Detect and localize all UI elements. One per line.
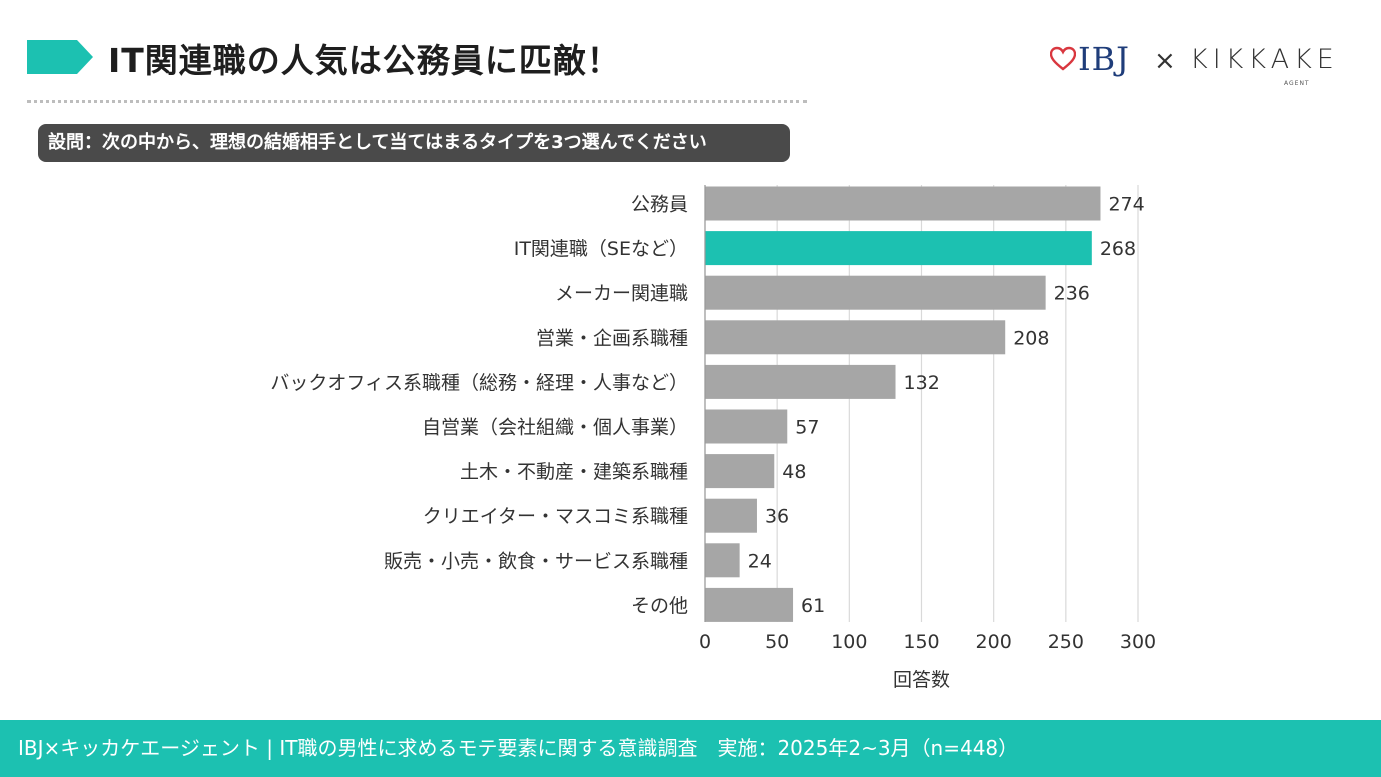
logo-separator: ×: [1154, 46, 1176, 76]
data-label: 24: [748, 550, 772, 572]
brand-logos: IBJ × KIKKAKE AGENT: [1050, 40, 1350, 90]
x-tick-label: 100: [831, 631, 867, 653]
category-label: 営業・企画系職種: [536, 327, 688, 349]
x-axis-title: 回答数: [893, 669, 950, 691]
category-label: 販売・小売・飲食・サービス系職種: [384, 550, 688, 572]
bar: [705, 498, 757, 533]
title-arrow-icon: [27, 40, 93, 74]
footer-bar: IBJ×キッカケエージェント | IT職の男性に求めるモテ要素に関する意識調査 …: [0, 720, 1381, 777]
category-label: 自営業（会社組織・個人事業）: [422, 417, 688, 439]
category-label: 土木・不動産・建築系職種: [460, 461, 688, 483]
category-label: バックオフィス系職種（総務・経理・人事など）: [270, 372, 688, 394]
ibj-logo-text: IBJ: [1078, 40, 1130, 78]
ibj-logo: IBJ: [1050, 40, 1130, 78]
data-label: 132: [904, 372, 940, 394]
kikkake-logo: KIKKAKE AGENT: [1190, 44, 1339, 87]
bar: [705, 543, 740, 578]
bar: [705, 409, 788, 444]
kikkake-logo-subtext: AGENT: [1284, 80, 1310, 87]
bar: [705, 587, 794, 622]
category-label: クリエイター・マスコミ系職種: [423, 506, 688, 528]
data-label: 208: [1013, 327, 1049, 349]
bar: [705, 186, 1101, 221]
x-tick-label: 150: [903, 631, 939, 653]
data-label: 268: [1100, 238, 1136, 260]
data-label: 36: [765, 506, 789, 528]
kikkake-logo-text: KIKKAKE: [1190, 44, 1339, 75]
x-tick-label: 200: [976, 631, 1012, 653]
x-tick-label: 300: [1120, 631, 1156, 653]
data-label: 274: [1108, 194, 1144, 216]
bar: [705, 275, 1046, 310]
category-label: IT関連職（SEなど）: [514, 238, 688, 260]
x-tick-label: 250: [1048, 631, 1084, 653]
category-label: メーカー関連職: [555, 283, 688, 305]
bar: [705, 454, 775, 489]
title-divider: [27, 100, 807, 103]
x-tick-label: 0: [699, 631, 711, 653]
bar: [705, 364, 896, 399]
bar-chart: 公務員 274 IT関連職（SEなど） 268 メーカー関連職 236 営業・企画系職種 20…: [270, 185, 1156, 691]
data-label: 57: [795, 417, 819, 439]
data-label: 236: [1054, 283, 1090, 305]
data-label: 48: [782, 461, 806, 483]
x-tick-label: 50: [765, 631, 789, 653]
bar: [705, 231, 1092, 266]
category-label: 公務員: [631, 194, 688, 216]
heart-icon: [1050, 46, 1076, 71]
page-title: IT関連職の人気は公務員に匹敵！: [108, 41, 621, 80]
bar: [705, 320, 1006, 355]
category-label: その他: [631, 595, 688, 617]
data-label: 61: [801, 595, 825, 617]
question-label: 設問：次の中から、理想の結婚相手として当てはまるタイプを3つ選んでください: [38, 124, 790, 162]
